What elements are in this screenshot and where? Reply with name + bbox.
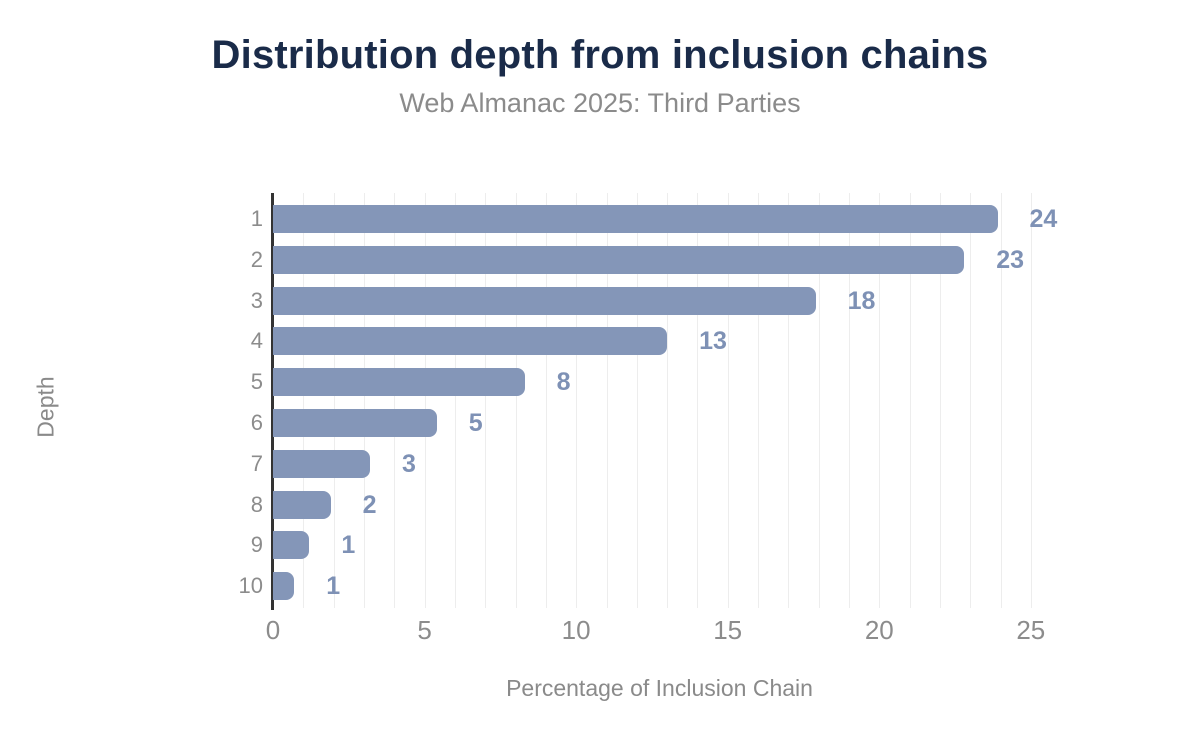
- bar: [273, 368, 525, 397]
- x-tick-label: 0: [265, 615, 281, 645]
- bar-row: 2 23: [251, 245, 1046, 274]
- category-label: 5: [250, 369, 263, 395]
- bar-value-label: 8: [556, 368, 571, 397]
- gridline: [333, 193, 335, 608]
- category-label: 4: [250, 328, 263, 354]
- chart-title: Distribution depth from inclusion chains: [211, 33, 989, 77]
- bar-row: 10 1: [239, 572, 1046, 600]
- bar-value-label: 2: [362, 490, 377, 519]
- bar: [273, 205, 998, 233]
- gridline: [939, 193, 941, 608]
- gridline: [788, 193, 790, 608]
- bar-value-label: 3: [402, 449, 416, 478]
- x-tick-label: 20: [864, 615, 894, 645]
- bar: [273, 531, 310, 560]
- gridline: [606, 193, 608, 608]
- category-label: 8: [250, 491, 263, 517]
- chart-subtitle: Web Almanac 2025: Third Parties: [399, 88, 801, 118]
- y-axis-title: Depth: [32, 376, 59, 438]
- gridline: [879, 193, 881, 608]
- category-label: 7: [250, 450, 263, 476]
- gridline: [727, 193, 729, 608]
- plot-area: Percentage of Inclusion Chain 1 24 2 23 3 18 4…: [239, 193, 1057, 701]
- x-tick-label: 10: [561, 615, 591, 645]
- gridline: [636, 193, 638, 608]
- gridline: [849, 193, 850, 608]
- category-label: 6: [250, 409, 263, 435]
- gridline: [970, 193, 972, 608]
- bar: [273, 327, 668, 356]
- gridline: [1000, 193, 1002, 608]
- x-tick-label: 5: [417, 615, 432, 645]
- bar-value-label: 1: [341, 531, 356, 560]
- gridline: [818, 193, 820, 608]
- x-axis-title: Percentage of Inclusion Chain: [506, 675, 813, 701]
- gridline: [394, 193, 396, 608]
- bar-row: 1 24: [251, 205, 1057, 233]
- gridline: [363, 193, 365, 608]
- bar: [273, 490, 331, 519]
- category-label: 10: [238, 573, 263, 598]
- bar-value-label: 23: [996, 245, 1024, 274]
- bar: [273, 245, 965, 274]
- bar: [273, 572, 295, 600]
- category-label: 2: [250, 246, 263, 272]
- category-label: 9: [250, 532, 263, 558]
- gridline: [1030, 193, 1032, 608]
- bar-value-label: 18: [847, 286, 876, 315]
- bar: [273, 286, 816, 315]
- x-tick-label: 25: [1016, 615, 1046, 645]
- gridline: [303, 193, 305, 608]
- bar: [273, 408, 437, 437]
- gridline: [515, 193, 517, 608]
- bar-row: 3 18: [251, 286, 1046, 315]
- bar-value-label: 13: [699, 327, 727, 356]
- gridline: [576, 193, 578, 608]
- bar-value-label: 5: [468, 408, 483, 437]
- bar-row: 4 13: [251, 327, 1046, 356]
- gridline: [758, 193, 759, 608]
- gridline: [424, 193, 426, 608]
- x-tick-label: 15: [713, 615, 743, 645]
- category-label: 3: [250, 287, 263, 313]
- y-axis-line: [271, 193, 274, 610]
- gridline: [697, 193, 699, 608]
- gridline: [667, 193, 669, 608]
- gridline: [454, 193, 456, 608]
- gridline: [909, 193, 911, 608]
- bar-value-label: 1: [326, 572, 341, 600]
- gridline: [485, 193, 487, 608]
- gridline: [545, 193, 547, 608]
- bar: [273, 449, 370, 478]
- category-label: 1: [250, 206, 263, 231]
- bar-value-label: 24: [1029, 205, 1058, 233]
